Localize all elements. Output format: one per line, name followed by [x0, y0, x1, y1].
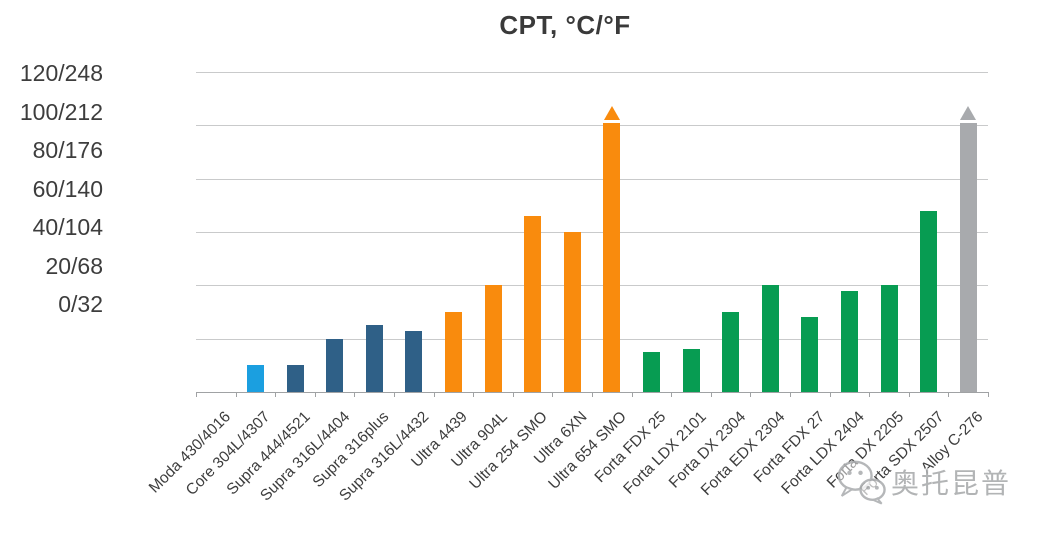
- axis-tick: [236, 392, 237, 397]
- axis-tick: [275, 392, 276, 397]
- axis-tick: [869, 392, 870, 397]
- watermark-text: 奥托昆普: [891, 467, 1012, 499]
- bar-forta-fdx-25: [643, 352, 660, 392]
- axis-tick: [513, 392, 514, 397]
- bar-forta-fdx-27: [801, 317, 818, 392]
- overflow-arrow-ultra-654-smo: [604, 106, 620, 120]
- gridline-40: [196, 285, 988, 286]
- axis-tick: [988, 392, 989, 397]
- y-tick-label: 80/176: [32, 137, 103, 163]
- axis-tick: [790, 392, 791, 397]
- bar-forta-dx-2205: [881, 285, 898, 392]
- overflow-arrow-alloy-c-276: [960, 106, 976, 120]
- chart-title: CPT, °C/°F: [499, 10, 631, 40]
- plot-area: [196, 72, 989, 397]
- wechat-icon: [837, 460, 886, 505]
- gridline-60: [196, 232, 988, 233]
- bar-supra-316l-4432: [405, 331, 422, 392]
- bar-forta-dx-2304: [722, 312, 739, 392]
- bar-supra-444-4521: [287, 365, 304, 392]
- bar-forta-sdx-2507: [920, 211, 937, 392]
- bar-alloy-c-276: [960, 123, 977, 392]
- axis-tick: [473, 392, 474, 397]
- axis-tick: [711, 392, 712, 397]
- y-tick-label: 0/32: [58, 291, 103, 317]
- axis-tick: [434, 392, 435, 397]
- y-tick-label: 120/248: [19, 60, 103, 86]
- bar-forta-ldx-2404: [841, 291, 858, 392]
- bar-ultra-654-smo: [603, 123, 620, 392]
- axis-tick: [830, 392, 831, 397]
- axis-tick: [354, 392, 355, 397]
- bar-supra-316plus: [366, 325, 383, 392]
- axis-tick: [592, 392, 593, 397]
- axis-tick: [632, 392, 633, 397]
- axis-tick: [394, 392, 395, 397]
- axis-tick: [909, 392, 910, 397]
- y-tick-label: 20/68: [45, 253, 103, 279]
- bar-ultra-904l: [485, 285, 502, 392]
- bar-supra-316l-4404: [326, 339, 343, 392]
- axis-tick: [552, 392, 553, 397]
- watermark: 奥托昆普: [836, 458, 1011, 505]
- gridline-80: [196, 179, 988, 180]
- axis-tick: [196, 392, 197, 397]
- gridline-120: [196, 72, 988, 73]
- axis-tick: [671, 392, 672, 397]
- gridline-100: [196, 125, 988, 126]
- y-tick-label: 40/104: [32, 214, 103, 240]
- y-tick-label: 100/212: [19, 99, 103, 125]
- axis-tick: [750, 392, 751, 397]
- bar-forta-edx-2304: [762, 285, 779, 392]
- bar-ultra-6xn: [564, 232, 581, 392]
- gridline-20: [196, 339, 988, 340]
- y-tick-label: 60/140: [32, 176, 103, 202]
- axis-tick: [315, 392, 316, 397]
- axis-tick: [948, 392, 949, 397]
- bar-forta-ldx-2101: [683, 349, 700, 392]
- bar-core-304l-4307: [247, 365, 264, 392]
- bar-ultra-254-smo: [524, 216, 541, 392]
- bar-ultra-4439: [445, 312, 462, 392]
